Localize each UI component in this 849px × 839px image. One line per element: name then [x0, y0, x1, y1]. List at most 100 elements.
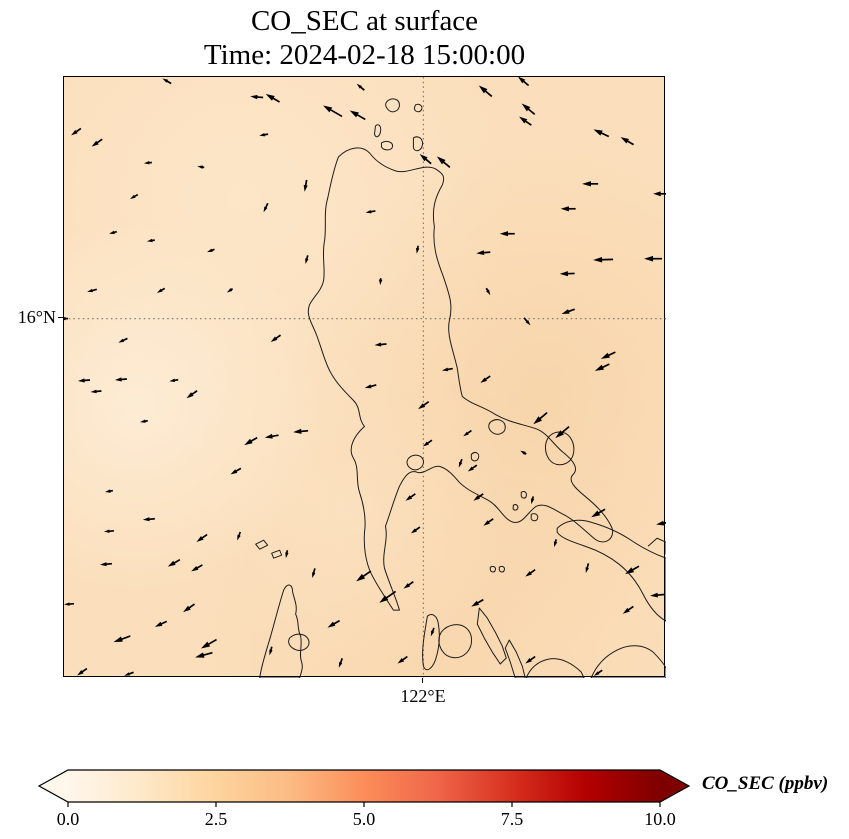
wind-arrow	[270, 334, 282, 343]
wind-arrow	[620, 137, 634, 146]
map-svg	[64, 77, 666, 678]
wind-arrow	[555, 425, 570, 439]
wind-arrow	[64, 316, 68, 321]
colorbar-svg: 0.0 2.5 5.0 7.5 10.0	[37, 769, 691, 829]
wind-arrow	[87, 288, 97, 293]
wind-arrow	[519, 116, 532, 126]
wind-arrow	[114, 377, 127, 382]
wind-arrow	[430, 627, 435, 637]
wind-arrow	[250, 94, 264, 100]
colorbar-label: CO_SEC (ppbv)	[702, 773, 829, 794]
wind-arrow	[410, 526, 421, 534]
wind-arrow	[518, 77, 530, 87]
wind-arrow	[338, 658, 344, 668]
wind-arrow	[356, 83, 365, 91]
wind-arrow	[418, 401, 430, 410]
wind-arrow	[593, 256, 614, 263]
wind-arrow	[530, 496, 535, 505]
wind-arrow	[78, 378, 91, 383]
wind-arrow	[600, 351, 616, 359]
wind-arrow	[476, 250, 491, 256]
wind-arrow	[327, 619, 341, 628]
wind-arrow	[593, 129, 610, 138]
wind-arrow	[644, 255, 663, 262]
wind-arrow	[622, 605, 634, 614]
wind-arrow	[118, 337, 128, 343]
wind-quiver-arrows	[64, 77, 666, 676]
wind-arrow	[594, 669, 603, 676]
wind-arrow	[520, 450, 527, 455]
wind-arrow	[591, 508, 606, 518]
wind-arrow	[196, 533, 208, 542]
wind-arrow	[186, 390, 198, 399]
wind-arrow	[77, 667, 88, 676]
wind-arrow	[167, 558, 181, 567]
wind-arrow	[594, 363, 610, 371]
wind-arrow	[143, 161, 152, 165]
wind-arrow	[142, 517, 155, 522]
wind-arrow	[226, 287, 234, 293]
wind-arrow	[305, 255, 309, 265]
wind-arrow	[99, 562, 112, 567]
wind-arrow	[525, 569, 536, 577]
wind-arrow	[124, 671, 134, 676]
wind-arrow	[64, 602, 75, 606]
wind-arrow	[312, 568, 316, 578]
wind-arrow	[379, 590, 397, 603]
wind-arrow	[533, 412, 548, 425]
wind-arrow	[109, 230, 117, 234]
wind-arrow	[650, 592, 665, 598]
wind-arrow	[397, 655, 408, 664]
wind-arrow	[263, 202, 269, 213]
wind-arrow	[303, 179, 308, 192]
wind-arrow	[499, 231, 515, 237]
wind-arrow	[415, 245, 420, 254]
wind-arrow	[285, 550, 289, 559]
wind-arrow	[365, 210, 376, 214]
colorbar-tick-label: 5.0	[353, 809, 376, 829]
colorbar-bar	[37, 769, 691, 803]
wind-arrow	[405, 493, 416, 501]
wind-arrow	[559, 271, 575, 277]
wind-arrow	[480, 375, 491, 383]
xtick-mark-122E	[422, 678, 424, 683]
wind-arrow	[237, 531, 242, 541]
wind-arrow	[156, 287, 166, 293]
colorbar-tick-label: 0.0	[57, 809, 80, 829]
wind-arrow	[349, 110, 366, 121]
wind-arrow	[139, 419, 148, 423]
wind-arrow	[264, 433, 279, 439]
xtick-label-122E: 122°E	[400, 686, 446, 706]
wind-arrow	[154, 620, 168, 627]
wind-arrow	[162, 78, 172, 85]
wind-arrow	[471, 598, 484, 607]
wind-arrow	[553, 539, 558, 548]
wind-arrow	[521, 103, 536, 116]
wind-arrow	[293, 428, 309, 434]
wind-arrow	[582, 181, 599, 187]
wind-arrow	[625, 565, 640, 575]
wind-arrow	[259, 133, 269, 137]
ytick-label-16N: 16°N	[17, 307, 56, 327]
wind-arrow	[467, 464, 478, 472]
wind-arrow	[197, 165, 205, 169]
wind-arrow	[71, 127, 82, 136]
colorbar-tick-label: 7.5	[501, 809, 524, 829]
wind-arrow	[485, 287, 491, 296]
wind-arrow	[364, 384, 377, 389]
map-axes-area	[63, 76, 666, 678]
wind-arrow	[458, 458, 463, 468]
wind-arrow	[129, 193, 139, 200]
wind-arrow	[483, 518, 494, 526]
wind-arrow	[103, 529, 114, 533]
wind-arrow	[525, 655, 536, 664]
wind-arrow	[269, 646, 273, 656]
wind-arrow	[200, 638, 217, 649]
wind-arrow	[478, 85, 493, 98]
wind-arrow	[422, 439, 433, 447]
wind-arrow	[419, 154, 432, 165]
coastlines	[255, 98, 666, 678]
wind-arrow	[441, 367, 453, 372]
wind-arrow	[169, 378, 179, 382]
